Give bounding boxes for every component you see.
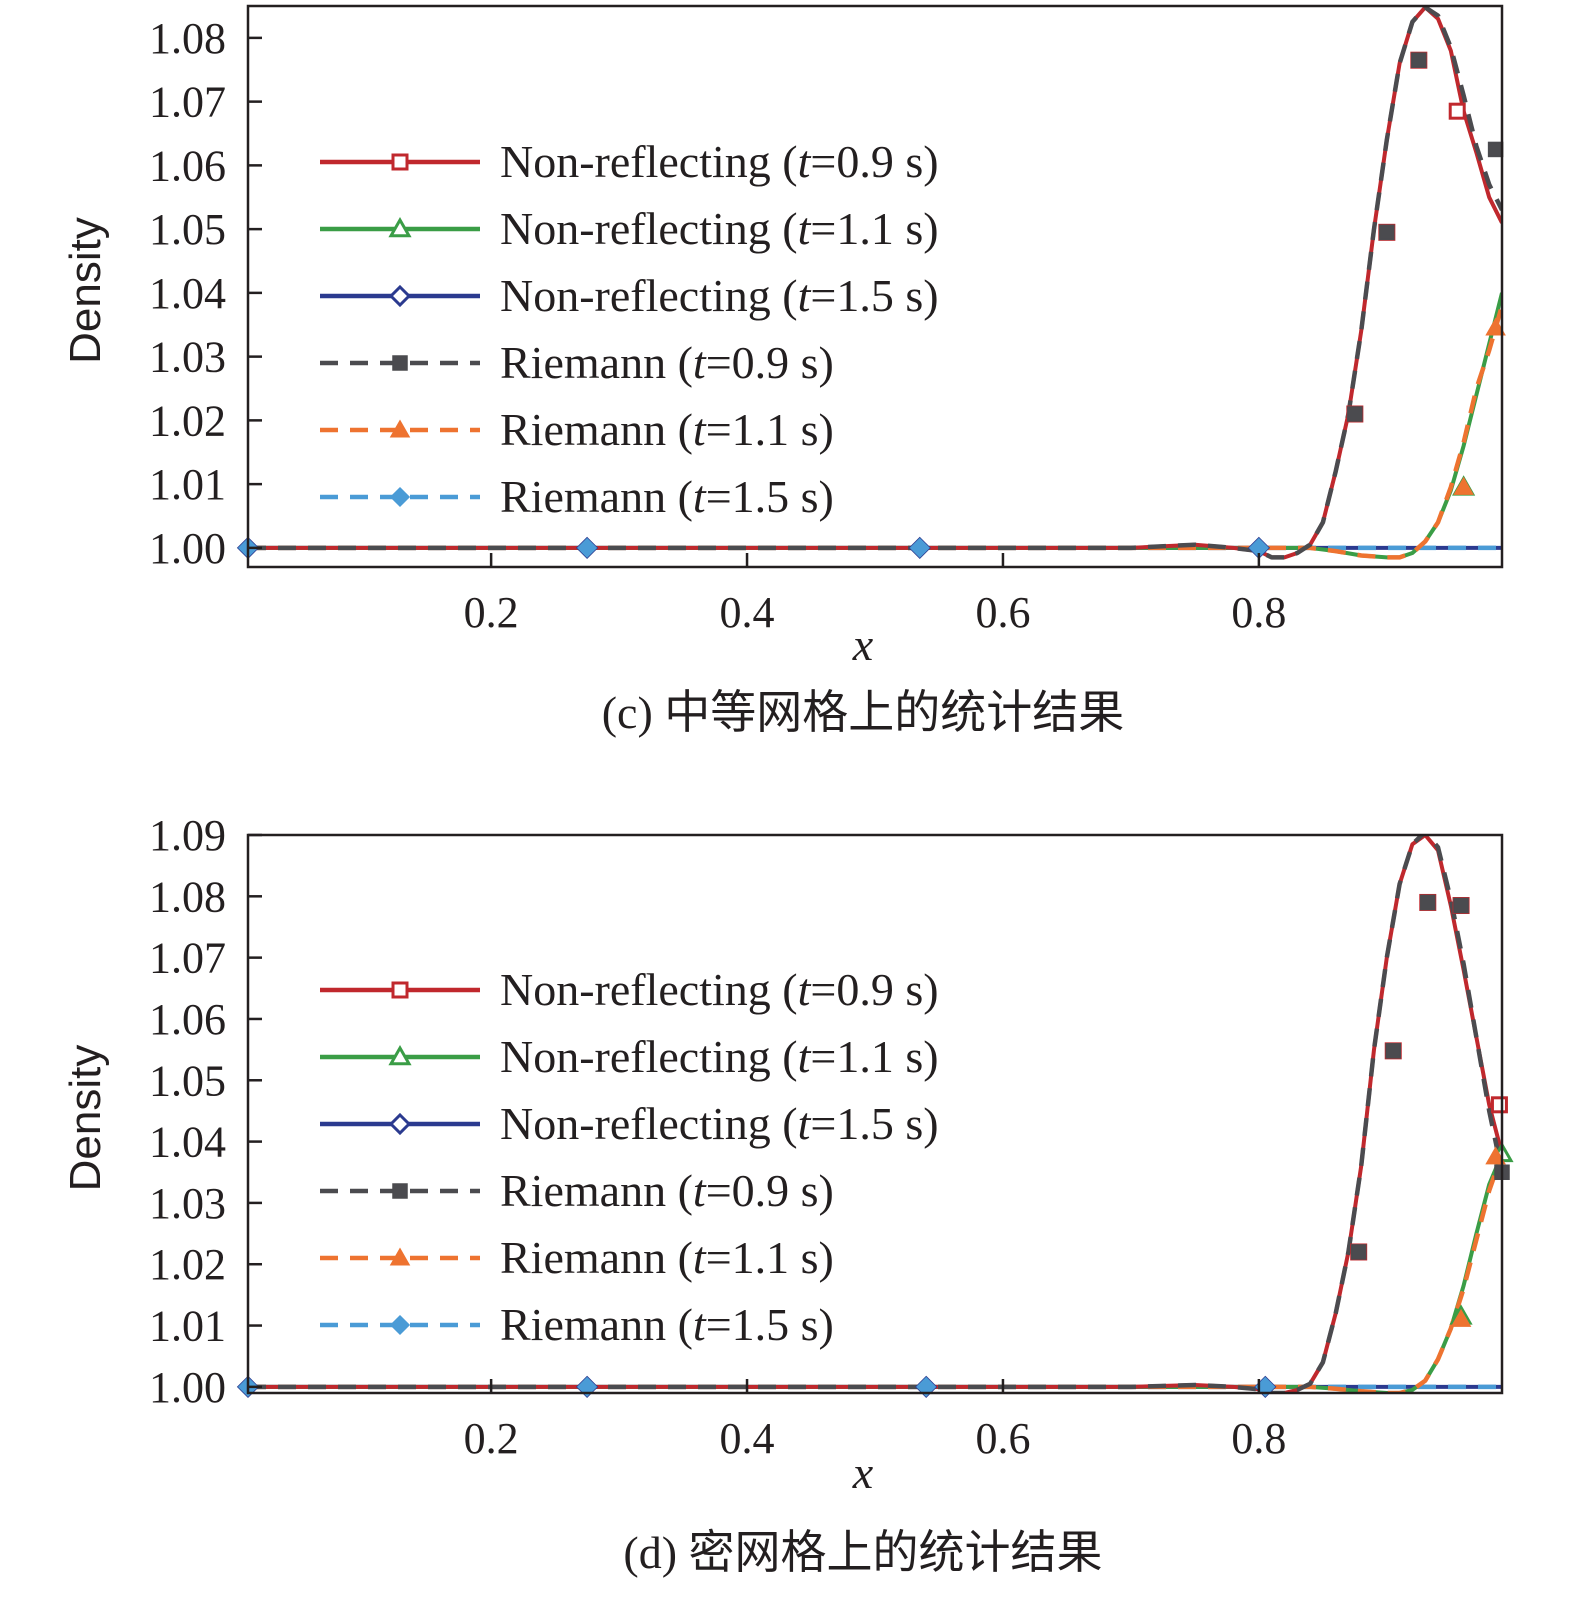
marker-r_09-1 — [1379, 224, 1395, 241]
marker-r_09-1 — [1385, 1043, 1401, 1059]
y-tick-label: 1.04 — [149, 269, 226, 318]
marker-r_09-2 — [1420, 894, 1436, 911]
marker-r_11-0 — [1453, 476, 1474, 495]
panel-c-density-chart: 1.00 1.01 1.02 1.03 1.04 1.05 1.06 1.07 1.08 0.2 0… — [61, 4, 1506, 738]
marker-r_11-1 — [1485, 317, 1506, 336]
legend-marker-r_09 — [392, 1183, 408, 1199]
marker-r_09-0 — [1350, 1244, 1367, 1260]
x-tick-label: 0.6 — [975, 1414, 1030, 1463]
legend-marker-nr_15 — [388, 284, 412, 308]
y-tick-label: 1.05 — [149, 1056, 226, 1105]
plot-area — [248, 835, 1502, 1393]
series-line-nr_11 — [248, 292, 1502, 560]
legend-label-nr_09: Non-reflecting (t=0.9 s) — [500, 964, 939, 1015]
legend-marker-nr_09 — [391, 153, 409, 171]
legend: Non-reflecting (t=0.9 s) Non-reflecting (… — [320, 136, 939, 522]
legend-marker-nr_11 — [388, 1044, 412, 1066]
legend-label-r_15: Riemann (t=1.5 s) — [500, 471, 834, 522]
legend-label-nr_15: Non-reflecting (t=1.5 s) — [500, 270, 939, 321]
y-tick-label: 1.00 — [149, 524, 226, 573]
y-tick-label: 1.04 — [149, 1118, 226, 1167]
x-tick-label: 0.4 — [720, 588, 775, 637]
legend-marker-nr_15 — [388, 1112, 412, 1136]
y-tick-label: 1.02 — [149, 396, 226, 445]
y-tick-label: 1.06 — [149, 995, 226, 1044]
x-tick-label: 0.6 — [975, 588, 1030, 637]
y-tick-label: 1.01 — [149, 460, 226, 509]
marker-nr_09-3 — [1448, 102, 1466, 120]
marker-r_09-3 — [1487, 141, 1504, 158]
marker-r_15-2 — [909, 537, 930, 558]
legend-marker-nr_09 — [391, 981, 409, 999]
x-tick-label: 0.2 — [464, 1414, 519, 1463]
axes-frame — [246, 833, 1504, 1395]
y-tick-label: 1.08 — [149, 872, 226, 921]
legend-label-r_11: Riemann (t=1.1 s) — [500, 404, 834, 455]
legend-marker-r_11 — [389, 1247, 411, 1266]
marker-r_15-2 — [916, 1376, 937, 1397]
y-axis-label: Density — [61, 217, 110, 364]
legend-label-nr_11: Non-reflecting (t=1.1 s) — [500, 203, 939, 254]
y-axis-label: Density — [61, 1045, 110, 1192]
marker-r_11-0 — [1450, 1308, 1472, 1327]
marker-r_09-2 — [1411, 52, 1427, 68]
legend-label-r_11: Riemann (t=1.1 s) — [500, 1232, 834, 1283]
x-tick-label: 0.8 — [1231, 588, 1286, 637]
marker-r_09-3 — [1453, 897, 1469, 914]
legend-marker-r_11 — [389, 419, 411, 438]
marker-r_09-0 — [1347, 406, 1363, 422]
y-tick-label: 1.08 — [149, 14, 226, 63]
panel-caption: (d) 密网格上的统计结果 — [623, 1527, 1102, 1578]
y-tick-label: 1.02 — [149, 1240, 226, 1289]
legend-label-r_15: Riemann (t=1.5 s) — [500, 1299, 834, 1350]
legend-label-nr_09: Non-reflecting (t=0.9 s) — [500, 136, 939, 187]
y-tick-label: 1.09 — [149, 811, 226, 860]
legend-marker-r_09 — [392, 355, 408, 371]
series-line-r_11 — [248, 304, 1502, 560]
y-tick-label: 1.06 — [149, 141, 226, 190]
y-tick-label: 1.05 — [149, 205, 226, 254]
y-tick-label: 1.03 — [149, 333, 226, 382]
x-axis-label: x — [852, 619, 874, 670]
marker-r_15-1 — [577, 1376, 598, 1397]
x-tick-label: 0.8 — [1231, 1414, 1286, 1463]
series-line-nr_11 — [248, 1153, 1502, 1393]
x-tick-label: 0.4 — [720, 1414, 775, 1463]
marker-r_15-1 — [577, 537, 598, 558]
y-tick-label: 1.07 — [149, 934, 226, 983]
marker-r_11-1 — [1485, 1146, 1506, 1165]
axes-frame — [246, 4, 1504, 569]
legend: Non-reflecting (t=0.9 s) Non-reflecting (… — [320, 964, 939, 1350]
y-tick-label: 1.07 — [149, 78, 226, 127]
legend-label-nr_15: Non-reflecting (t=1.5 s) — [500, 1098, 939, 1149]
legend-label-nr_11: Non-reflecting (t=1.1 s) — [500, 1031, 939, 1082]
legend-marker-r_15 — [389, 1314, 411, 1336]
panel-caption: (c) 中等网格上的统计结果 — [602, 687, 1125, 738]
x-axis-label: x — [852, 1447, 874, 1498]
legend-marker-nr_11 — [388, 216, 412, 238]
legend-label-r_09: Riemann (t=0.9 s) — [500, 1165, 834, 1216]
series-line-r_11 — [248, 1153, 1502, 1393]
y-tick-label: 1.00 — [149, 1363, 226, 1412]
marker-nr_09-4 — [1490, 1096, 1508, 1114]
legend-marker-r_15 — [389, 486, 411, 508]
y-tick-label: 1.01 — [149, 1302, 226, 1351]
legend-label-r_09: Riemann (t=0.9 s) — [500, 337, 834, 388]
panel-d-density-chart: 1.00 1.01 1.02 1.03 1.04 1.05 1.06 1.07 1.08 1.09… — [61, 811, 1514, 1578]
x-tick-label: 0.2 — [464, 588, 519, 637]
y-tick-label: 1.03 — [149, 1179, 226, 1228]
